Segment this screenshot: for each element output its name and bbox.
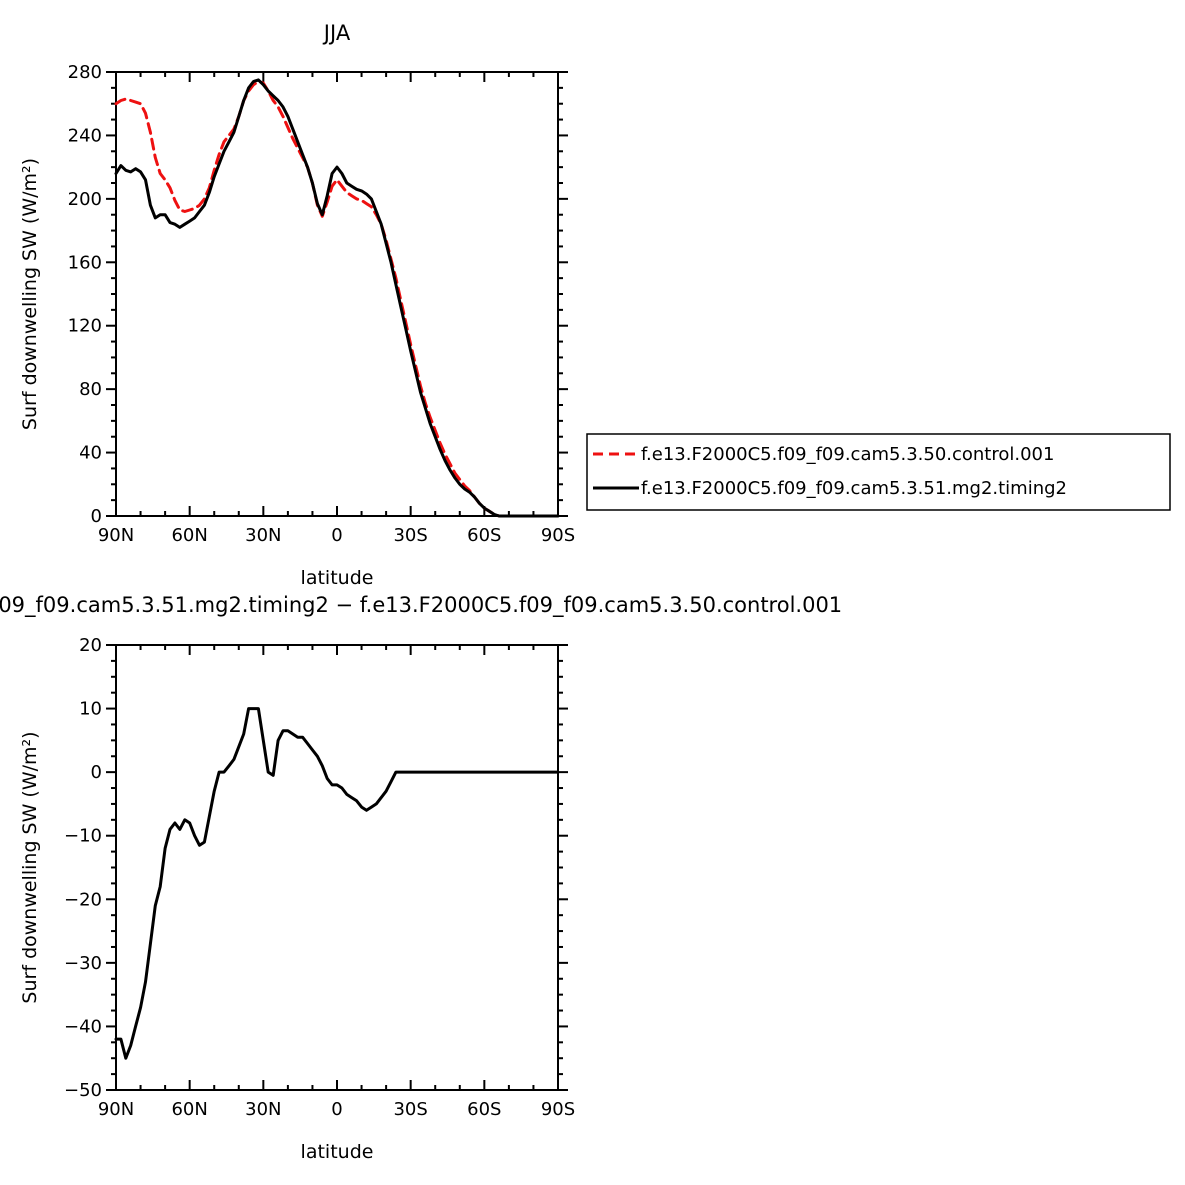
legend-box bbox=[586, 433, 1171, 511]
y-tick-label: 80 bbox=[79, 379, 102, 400]
series-line-0 bbox=[114, 707, 560, 1060]
bottom-chart-difference: f.e13.F2000C5.f09_f09.cam5.3.51.mg2.timi… bbox=[0, 593, 842, 1163]
y-tick-label: 200 bbox=[68, 189, 102, 210]
x-tick-label: 90N bbox=[98, 525, 134, 546]
y-tick-label: 280 bbox=[68, 62, 102, 83]
x-tick-label: 30N bbox=[245, 525, 281, 546]
series-line-0 bbox=[114, 80, 560, 518]
legend: f.e13.F2000C5.f09_f09.cam5.3.50.control.… bbox=[586, 433, 1171, 511]
x-tick-label: 30N bbox=[245, 1099, 281, 1120]
x-tick-label: 90S bbox=[541, 1099, 575, 1120]
y-tick-label: 0 bbox=[91, 762, 102, 783]
y-tick-label: 20 bbox=[79, 635, 102, 656]
y-tick-label: −20 bbox=[64, 889, 102, 910]
x-tick-label: 30S bbox=[393, 525, 427, 546]
plot-frame bbox=[115, 71, 559, 517]
y-tick-label: 0 bbox=[91, 506, 102, 527]
y-tick-label: 120 bbox=[68, 316, 102, 337]
x-tick-label: 60N bbox=[171, 525, 207, 546]
y-tick-label: 240 bbox=[68, 125, 102, 146]
y-axis-label: Surf downwelling SW (W/m²) bbox=[19, 731, 41, 1003]
chart-title: JJA bbox=[322, 21, 351, 45]
x-tick-label: 60N bbox=[171, 1099, 207, 1120]
y-tick-label: −50 bbox=[64, 1080, 102, 1101]
y-tick-label: −10 bbox=[64, 826, 102, 847]
x-axis-label: latitude bbox=[301, 567, 374, 589]
x-tick-label: 0 bbox=[331, 525, 342, 546]
x-tick-label: 30S bbox=[393, 1099, 427, 1120]
x-tick-label: 90N bbox=[98, 1099, 134, 1120]
y-tick-label: −40 bbox=[64, 1016, 102, 1037]
y-tick-label: −30 bbox=[64, 953, 102, 974]
legend-entry-label: f.e13.F2000C5.f09_f09.cam5.3.51.mg2.timi… bbox=[641, 478, 1067, 499]
x-axis-label: latitude bbox=[301, 1141, 374, 1163]
x-tick-label: 60S bbox=[467, 525, 501, 546]
x-tick-label: 0 bbox=[331, 1099, 342, 1120]
series-line-1 bbox=[114, 78, 560, 518]
legend-entry-label: f.e13.F2000C5.f09_f09.cam5.3.50.control.… bbox=[641, 444, 1054, 465]
x-tick-label: 60S bbox=[467, 1099, 501, 1120]
plot-frame bbox=[115, 644, 559, 1091]
y-axis-label: Surf downwelling SW (W/m²) bbox=[19, 158, 41, 430]
y-tick-label: 40 bbox=[79, 443, 102, 464]
x-tick-label: 90S bbox=[541, 525, 575, 546]
y-tick-label: 10 bbox=[79, 699, 102, 720]
chart-title: f.e13.F2000C5.f09_f09.cam5.3.51.mg2.timi… bbox=[0, 593, 842, 618]
y-tick-label: 160 bbox=[68, 252, 102, 273]
top-chart-jja: JJA 90N 60N 30N 0 30S 60S 90S 0 40 80 120 160 200 240 2… bbox=[19, 21, 1171, 589]
